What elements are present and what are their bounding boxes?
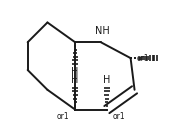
Text: H: H <box>72 75 79 85</box>
Text: or1: or1 <box>57 112 69 121</box>
Text: NH: NH <box>94 26 109 36</box>
Text: or1: or1 <box>113 112 125 121</box>
Text: or1: or1 <box>136 54 149 63</box>
Text: H: H <box>72 67 79 77</box>
Text: H: H <box>103 75 110 85</box>
